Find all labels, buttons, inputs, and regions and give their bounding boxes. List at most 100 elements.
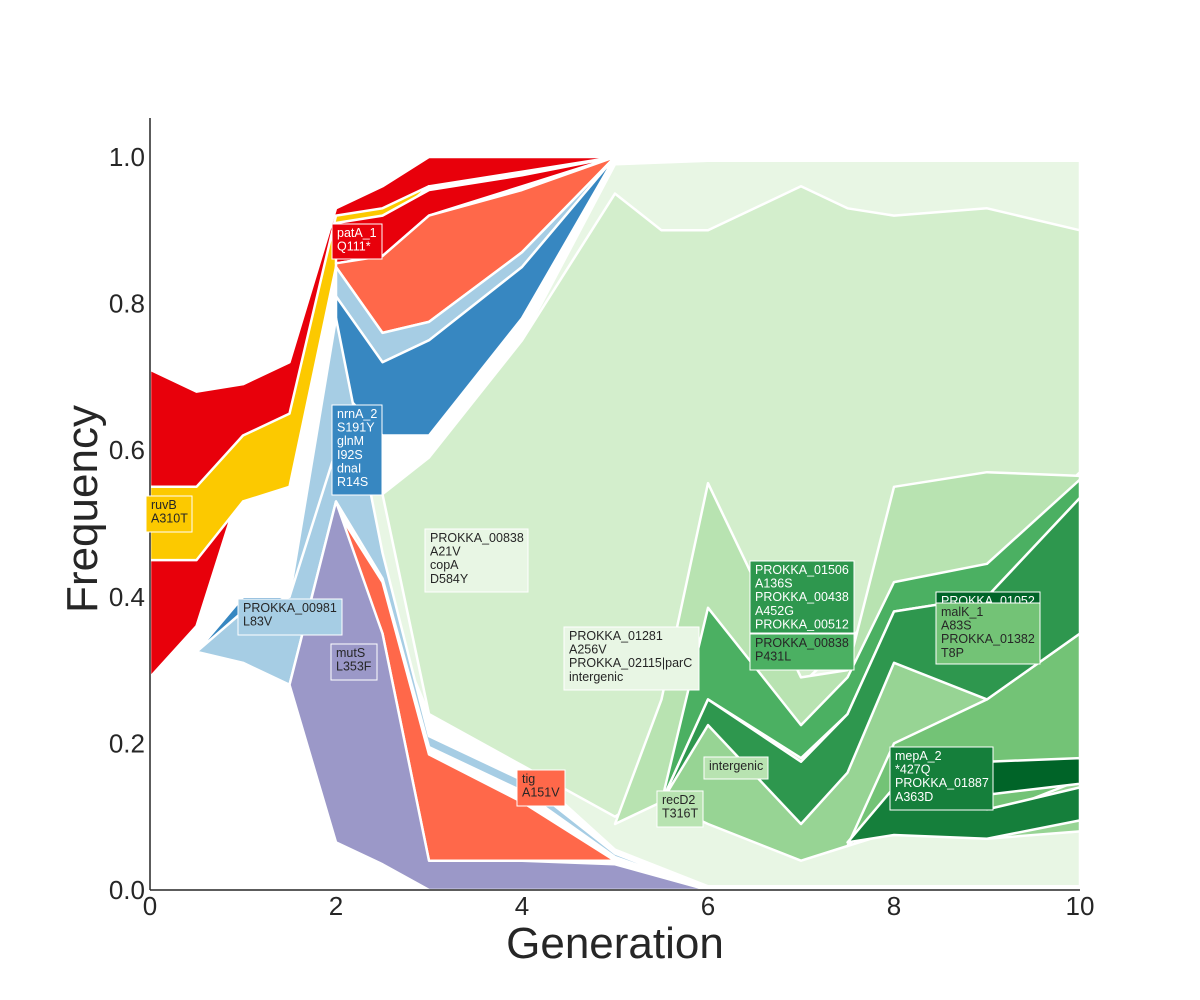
- y-tick-label: 0.4: [109, 582, 145, 612]
- annotation-bg: [563, 626, 700, 691]
- annotation-line: glnM: [337, 434, 364, 448]
- annotation-line: dnaI: [337, 461, 361, 475]
- annotation-text: tig A151V: [522, 772, 560, 800]
- annotation-line: T316T: [662, 807, 698, 821]
- annotation-box: PROKKA_01506 A136S PROKKA_00438 A452G PROKKA…: [749, 560, 855, 634]
- annotation-box: patA_1 Q111*: [331, 223, 383, 260]
- annotation-bg: [935, 602, 1041, 665]
- annotation-bg: [749, 560, 855, 634]
- annotation-line: A363D: [895, 790, 933, 804]
- y-tick-label: 0.8: [109, 289, 145, 319]
- annotation-text: mepA_2 *427Q PROKKA_01887 A363D: [895, 749, 989, 804]
- annotation-bg: [656, 790, 704, 828]
- annotation-line: mutS: [336, 646, 365, 660]
- annotation-line: nrnA_2: [337, 407, 377, 421]
- x-tick-label: 4: [515, 891, 529, 921]
- annotation-line: PROKKA_01506: [755, 563, 849, 577]
- annotation-bg: [330, 643, 378, 681]
- y-axis-title: Frequency: [58, 405, 107, 613]
- annotation-line: intergenic: [709, 759, 763, 773]
- x-axis-title: Generation: [506, 919, 724, 968]
- annotation-bg: [889, 746, 994, 811]
- annotation-line: A151V: [522, 786, 560, 800]
- annotation-line: S191Y: [337, 421, 375, 435]
- annotation-text: recD2 T316T: [662, 793, 698, 821]
- annotation-line: patA_1: [337, 226, 377, 240]
- annotation-bg: [331, 223, 383, 260]
- annotation-bg: [703, 756, 769, 780]
- annotation-bg: [516, 769, 566, 807]
- annotation-line: mepA_2: [895, 749, 942, 763]
- y-tick-label: 0.6: [109, 435, 145, 465]
- annotation-box: recD2 T316T: [656, 790, 704, 828]
- annotation-text: intergenic: [709, 759, 763, 773]
- x-tick-label: 8: [887, 891, 901, 921]
- annotation-line: I92S: [337, 448, 363, 462]
- annotation-text: PROKKA_00838 A21V copA D584Y: [430, 531, 524, 586]
- annotation-line: A83S: [941, 619, 972, 633]
- annotation-layer: patA_1 Q111* ruvB A310T nrnA_2 S191Y glnM I92S d…: [145, 223, 1041, 828]
- area-series-1: [148, 185, 431, 562]
- annotation-box: PROKKA_00838 P431L: [749, 633, 855, 671]
- annotation-box: ruvB A310T: [145, 495, 193, 533]
- annotation-box: nrnA_2 S191Y glnM I92S dnaI R14S: [331, 404, 383, 496]
- x-tick-label: 0: [143, 891, 157, 921]
- annotation-line: PROKKA_00512: [755, 617, 849, 631]
- annotation-text: PROKKA_01506 A136S PROKKA_00438 A452G PROKKA…: [755, 563, 849, 631]
- annotation-box: PROKKA_00981 L83V: [237, 598, 343, 636]
- annotation-line: P431L: [755, 650, 791, 664]
- annotation-line: A136S: [755, 577, 793, 591]
- annotation-line: malK_1: [941, 605, 983, 619]
- x-tick-label: 6: [701, 891, 715, 921]
- annotation-box: PROKKA_00838 A21V copA D584Y: [424, 528, 529, 593]
- annotation-box: intergenic: [703, 756, 769, 780]
- annotation-line: recD2: [662, 793, 695, 807]
- x-tick-label: 2: [329, 891, 343, 921]
- annotation-line: PROKKA_00981: [243, 601, 337, 615]
- annotation-text: malK_1 A83S PROKKA_01382 T8P: [941, 605, 1035, 660]
- annotation-line: PROKKA_01382: [941, 632, 1035, 646]
- annotation-line: PROKKA_00438: [755, 590, 849, 604]
- y-tick-label: 0.2: [109, 728, 145, 758]
- annotation-box: tig A151V: [516, 769, 566, 807]
- annotation-text: patA_1 Q111*: [337, 226, 377, 254]
- area-series-18: [288, 500, 710, 892]
- annotation-line: A21V: [430, 545, 461, 559]
- annotation-line: *427Q: [895, 763, 931, 777]
- annotation-line: A256V: [569, 643, 607, 657]
- annotation-line: R14S: [337, 475, 368, 489]
- y-tick-label: 0.0: [109, 875, 145, 905]
- annotation-line: A452G: [755, 604, 794, 618]
- tick-labels: 0 2 4 6 8 10 0.0 0.2 0.4 0.6 0.8 1.0: [109, 142, 1095, 921]
- annotation-bg: [145, 495, 193, 533]
- annotation-bg: [424, 528, 529, 593]
- annotation-text: mutS L353F: [336, 646, 372, 674]
- annotation-text: ruvB A310T: [151, 498, 188, 526]
- annotation-line: L83V: [243, 615, 273, 629]
- annotation-text: PROKKA_01281 A256V PROKKA_02115|parC interg…: [569, 629, 692, 684]
- y-tick-label: 1.0: [109, 142, 145, 172]
- annotation-box: PROKKA_01281 A256V PROKKA_02115|parC interg…: [563, 626, 700, 691]
- annotation-line: ruvB: [151, 498, 177, 512]
- annotation-box: mutS L353F: [330, 643, 378, 681]
- area-series-12: [660, 496, 1082, 826]
- annotation-line: PROKKA_00838: [430, 531, 524, 545]
- annotation-line: T8P: [941, 646, 964, 660]
- area-series-11: [660, 478, 1082, 804]
- annotation-line: A310T: [151, 512, 188, 526]
- annotation-line: PROKKA_02115|parC: [569, 656, 692, 670]
- annotation-line: PROKKA_00838: [755, 636, 849, 650]
- annotation-line: L353F: [336, 660, 372, 674]
- annotation-line: intergenic: [569, 670, 623, 684]
- annotation-line: tig: [522, 772, 535, 786]
- annotation-text: nrnA_2 S191Y glnM I92S dnaI R14S: [337, 407, 377, 489]
- annotation-bg: [237, 598, 343, 636]
- annotation-line: Q111*: [337, 240, 371, 254]
- annotation-box: mepA_2 *427Q PROKKA_01887 A363D: [889, 746, 994, 811]
- annotation-line: D584Y: [430, 572, 469, 586]
- annotation-text: PROKKA_00838 P431L: [755, 636, 849, 664]
- annotation-box: malK_1 A83S PROKKA_01382 T8P: [935, 602, 1041, 665]
- annotation-text: PROKKA_00981 L83V: [243, 601, 337, 629]
- annotation-line: PROKKA_01887: [895, 776, 989, 790]
